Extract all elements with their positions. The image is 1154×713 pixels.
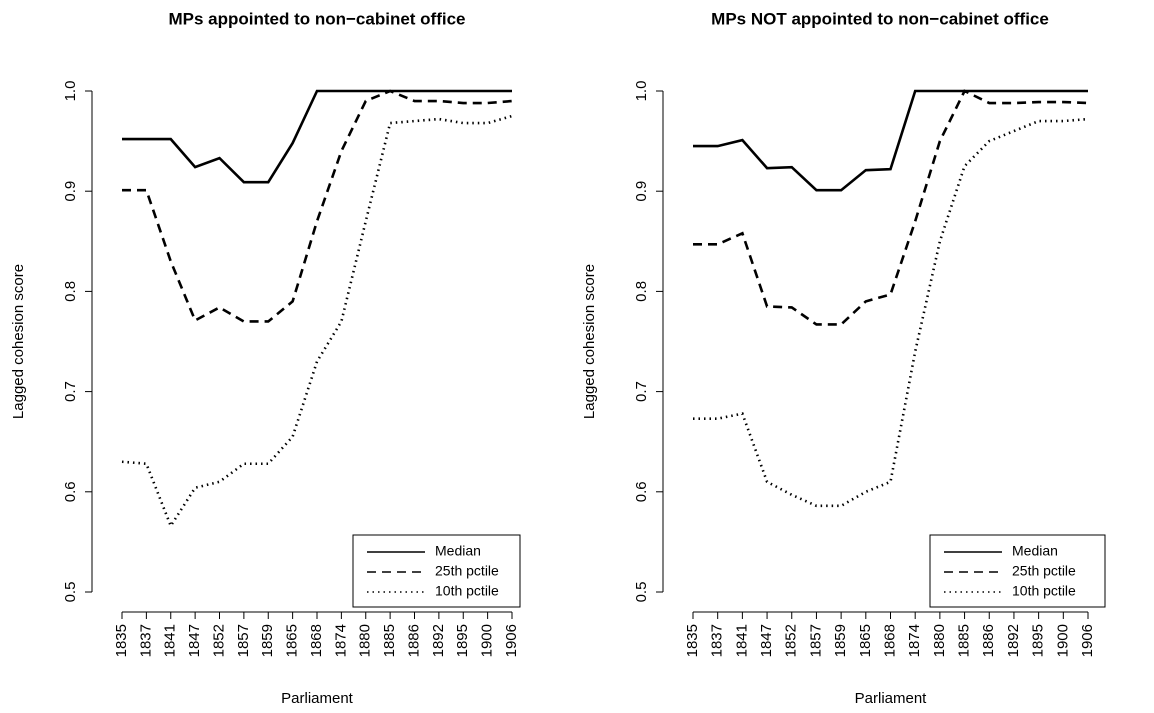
x-axis-label: Parliament	[281, 690, 354, 707]
series-line	[693, 89, 1089, 326]
x-tick-label: 1847	[758, 624, 775, 657]
x-tick-label: 1841	[733, 624, 750, 657]
y-tick-label: 0.6	[62, 481, 79, 502]
legend-box	[929, 534, 1106, 608]
x-tick-label: 1906	[1079, 624, 1096, 657]
y-tick-label: 0.7	[633, 381, 650, 402]
panel: MPs appointed to non−cabinet office Parli…	[10, 9, 521, 707]
legend-label: 10th pctile	[1012, 583, 1076, 599]
y-tick-label: 0.8	[62, 281, 79, 302]
x-tick-label: 1868	[881, 624, 898, 657]
x-tick-label: 1885	[956, 624, 973, 657]
y-tick-label: 0.5	[62, 582, 79, 603]
legend-label: Median	[435, 543, 481, 559]
x-tick-label: 1880	[931, 624, 948, 657]
x-tick-label: 1874	[332, 624, 349, 657]
x-tick-label: 1868	[308, 624, 325, 657]
x-tick-label: 1857	[235, 624, 252, 657]
y-tick-label: 0.9	[62, 181, 79, 202]
series-line	[121, 114, 513, 529]
legend-label: 25th pctile	[1012, 563, 1076, 579]
series-line	[693, 117, 1089, 508]
y-tick-label: 0.5	[633, 582, 650, 603]
chart-title: MPs appointed to non−cabinet office	[168, 9, 465, 28]
y-axis-label: Lagged cohesion score	[10, 264, 27, 419]
x-tick-label: 1835	[113, 624, 130, 657]
x-tick-label: 1837	[709, 624, 726, 657]
x-tick-label: 1886	[405, 624, 422, 657]
x-tick-label: 1859	[832, 624, 849, 657]
series-line	[122, 89, 513, 323]
y-tick-label: 0.9	[633, 181, 650, 202]
x-tick-label: 1865	[284, 624, 301, 657]
y-tick-label: 0.8	[633, 281, 650, 302]
x-tick-label: 1895	[1030, 624, 1047, 657]
x-tick-label: 1835	[684, 624, 701, 657]
x-tick-label: 1892	[430, 624, 447, 657]
x-tick-label: 1852	[210, 624, 227, 657]
x-tick-label: 1885	[381, 624, 398, 657]
x-tick-label: 1857	[807, 624, 824, 657]
legend-label: Median	[1012, 543, 1058, 559]
x-tick-label: 1847	[186, 624, 203, 657]
x-tick-label: 1892	[1005, 624, 1022, 657]
x-tick-label: 1841	[162, 624, 179, 657]
y-axis-label: Lagged cohesion score	[581, 264, 598, 419]
y-tick-label: 1.0	[633, 81, 650, 102]
x-tick-label: 1880	[357, 624, 374, 657]
x-tick-label: 1886	[980, 624, 997, 657]
x-tick-label: 1895	[454, 624, 471, 657]
series-line	[122, 89, 512, 184]
x-axis-label: Parliament	[855, 690, 928, 707]
legend-label: 10th pctile	[435, 583, 499, 599]
legend-label: 25th pctile	[435, 563, 499, 579]
x-tick-label: 1900	[1054, 624, 1071, 657]
x-tick-label: 1837	[137, 624, 154, 657]
x-tick-label: 1874	[906, 624, 923, 657]
x-tick-label: 1859	[259, 624, 276, 657]
x-tick-label: 1906	[503, 624, 520, 657]
legend-box	[352, 534, 521, 608]
chart-title: MPs NOT appointed to non−cabinet office	[711, 9, 1049, 28]
x-tick-label: 1852	[783, 624, 800, 657]
y-tick-label: 0.7	[62, 381, 79, 402]
y-tick-label: 0.6	[633, 481, 650, 502]
x-tick-label: 1865	[857, 624, 874, 657]
y-tick-label: 1.0	[62, 81, 79, 102]
x-tick-label: 1900	[479, 624, 496, 657]
series-line	[693, 89, 1088, 192]
panel: MPs NOT appointed to non−cabinet office P…	[581, 9, 1106, 707]
